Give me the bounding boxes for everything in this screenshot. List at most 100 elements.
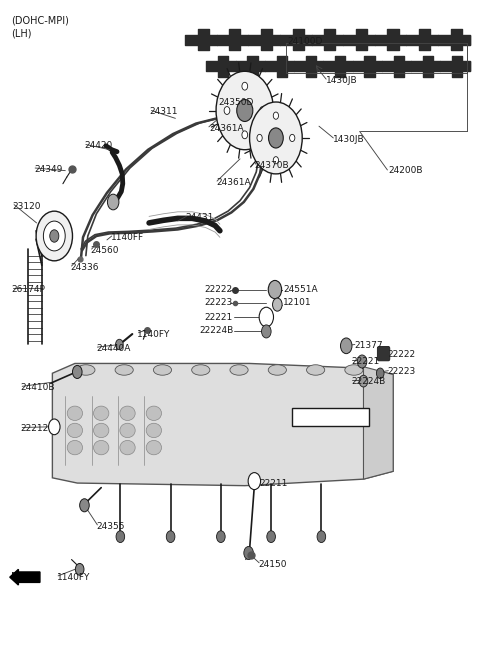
Text: FR.: FR.	[11, 572, 27, 582]
Text: 24361A: 24361A	[216, 178, 251, 187]
Text: 1140FY: 1140FY	[57, 572, 91, 582]
Circle shape	[317, 531, 325, 542]
Text: 1140FF: 1140FF	[111, 233, 144, 242]
Circle shape	[75, 563, 84, 575]
Circle shape	[242, 83, 248, 90]
Circle shape	[224, 107, 230, 115]
Circle shape	[116, 339, 123, 350]
Text: 22223: 22223	[204, 298, 232, 307]
Text: 12101: 12101	[283, 298, 312, 307]
Circle shape	[43, 221, 65, 251]
Ellipse shape	[268, 365, 287, 375]
Circle shape	[273, 157, 278, 164]
Circle shape	[48, 419, 60, 435]
Circle shape	[216, 531, 225, 542]
Circle shape	[268, 280, 282, 299]
Circle shape	[289, 134, 295, 141]
Ellipse shape	[120, 423, 135, 438]
FancyBboxPatch shape	[292, 408, 369, 426]
Text: 24336: 24336	[70, 263, 98, 272]
Ellipse shape	[307, 365, 324, 375]
Text: 22222: 22222	[387, 350, 416, 360]
Text: 24551A: 24551A	[283, 285, 318, 294]
Circle shape	[72, 365, 82, 379]
Ellipse shape	[94, 406, 109, 421]
Text: 22222: 22222	[204, 285, 232, 294]
Text: 22211: 22211	[259, 479, 288, 487]
Text: 24355: 24355	[96, 522, 125, 531]
Circle shape	[357, 355, 367, 368]
Ellipse shape	[192, 365, 210, 375]
Circle shape	[36, 211, 72, 261]
Text: 24311: 24311	[149, 107, 178, 117]
Text: 24370B: 24370B	[254, 161, 289, 170]
Text: 22223: 22223	[387, 367, 416, 377]
Text: 22224B: 22224B	[351, 377, 385, 386]
Text: 24560: 24560	[91, 246, 119, 255]
Text: 24440A: 24440A	[96, 344, 131, 353]
Text: REF.20-221A: REF.20-221A	[302, 413, 359, 422]
Text: 23120: 23120	[12, 202, 41, 211]
FancyArrow shape	[10, 569, 40, 585]
Circle shape	[267, 531, 276, 542]
Text: 21377: 21377	[354, 341, 383, 350]
Text: 22224B: 22224B	[199, 326, 234, 335]
Text: 1140FY: 1140FY	[137, 329, 170, 339]
Text: (DOHC-MPI): (DOHC-MPI)	[11, 15, 69, 25]
Polygon shape	[52, 364, 393, 485]
Ellipse shape	[77, 365, 95, 375]
Text: 24431: 24431	[185, 213, 213, 222]
Ellipse shape	[94, 423, 109, 438]
Ellipse shape	[230, 365, 248, 375]
Text: 22221: 22221	[351, 357, 379, 366]
Circle shape	[116, 531, 125, 542]
Ellipse shape	[67, 440, 83, 455]
Circle shape	[340, 338, 352, 354]
Circle shape	[166, 531, 175, 542]
Circle shape	[250, 102, 302, 174]
Circle shape	[268, 128, 283, 148]
Circle shape	[108, 194, 119, 210]
Polygon shape	[363, 367, 393, 479]
Circle shape	[257, 134, 262, 141]
Text: 26174P: 26174P	[11, 285, 45, 294]
Ellipse shape	[146, 423, 161, 438]
Text: 22212: 22212	[21, 424, 49, 434]
Circle shape	[80, 498, 89, 512]
Circle shape	[237, 100, 253, 121]
Text: 1430JB: 1430JB	[333, 135, 365, 143]
Ellipse shape	[67, 423, 83, 438]
Circle shape	[248, 473, 261, 489]
Text: 1430JB: 1430JB	[326, 76, 358, 85]
Ellipse shape	[94, 440, 109, 455]
Text: 24200B: 24200B	[388, 166, 423, 175]
Text: (LH): (LH)	[11, 28, 32, 38]
Circle shape	[50, 230, 59, 242]
Circle shape	[242, 131, 248, 139]
Circle shape	[376, 368, 384, 379]
Ellipse shape	[154, 365, 171, 375]
Text: 24410B: 24410B	[21, 383, 55, 392]
Text: 24100D: 24100D	[287, 37, 322, 46]
Circle shape	[244, 546, 253, 559]
Ellipse shape	[146, 440, 161, 455]
Ellipse shape	[115, 365, 133, 375]
Ellipse shape	[345, 365, 363, 375]
Circle shape	[359, 375, 368, 387]
Circle shape	[260, 107, 265, 115]
Text: 24420: 24420	[84, 141, 113, 150]
Circle shape	[259, 307, 274, 327]
Text: 24350D: 24350D	[218, 98, 254, 107]
Circle shape	[216, 71, 274, 150]
Text: 24361A: 24361A	[209, 124, 243, 133]
Text: 22221: 22221	[204, 313, 232, 322]
Ellipse shape	[67, 406, 83, 421]
Text: 24349: 24349	[34, 165, 62, 174]
Text: 24150: 24150	[258, 559, 287, 569]
Ellipse shape	[146, 406, 161, 421]
Ellipse shape	[120, 440, 135, 455]
FancyBboxPatch shape	[377, 346, 390, 361]
Circle shape	[273, 298, 282, 311]
Ellipse shape	[120, 406, 135, 421]
Circle shape	[273, 112, 278, 119]
